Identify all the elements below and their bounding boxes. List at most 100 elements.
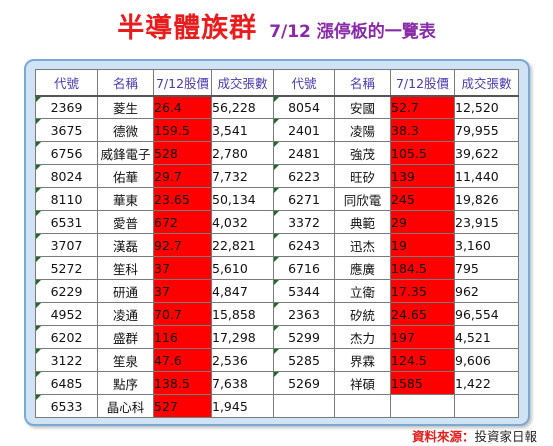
- trade-volume: 9,606: [454, 348, 519, 372]
- trade-volume: 795: [454, 256, 519, 280]
- close-price: 197: [390, 325, 455, 349]
- table-row: 6202 盛群 116 17,298 5299 杰力 197 4,521: [35, 325, 519, 349]
- stock-name: 菱生: [97, 95, 154, 119]
- table-row: 4952 凌通 70.7 15,858 2363 矽統 24.65 96,554: [35, 302, 519, 326]
- stock-code: 2369: [35, 95, 98, 119]
- close-price: 528: [153, 141, 212, 165]
- trade-volume: 7,638: [211, 371, 274, 395]
- stock-name: 點序: [97, 371, 154, 395]
- stock-name: 安國: [334, 95, 391, 119]
- table-header-row: 代號 名稱 7/12股價 成交張數 代號 名稱 7/12股價 成交張數: [35, 69, 519, 97]
- title-main: 半導體族群: [117, 13, 258, 44]
- table-row: 3675 德微 159.5 3,541 2401 凌陽 38.3 79,955: [35, 118, 519, 142]
- close-price: 124.5: [390, 348, 455, 372]
- trade-volume: 23,915: [454, 210, 519, 234]
- stock-code: 6271: [273, 187, 335, 211]
- table-row: 6485 點序 138.5 7,638 5269 祥碩 1585 1,422: [35, 371, 519, 395]
- stock-name: 凌通: [97, 302, 154, 326]
- trade-volume: 17,298: [211, 325, 274, 349]
- stock-code: 5272: [35, 256, 98, 280]
- stock-name: 祥碩: [334, 371, 391, 395]
- close-price: 47.6: [153, 348, 212, 372]
- close-price: 37: [153, 279, 212, 303]
- close-price: 26.4: [153, 95, 212, 119]
- stock-name: 矽統: [334, 302, 391, 326]
- close-price: 24.65: [390, 302, 455, 326]
- stock-name: 笙科: [97, 256, 154, 280]
- table-row: 6756 威鋒電子 528 2,780 2481 強茂 105.5 39,622: [35, 141, 519, 165]
- stock-code: 2363: [273, 302, 335, 326]
- table-row: 3122 笙泉 47.6 2,536 5285 界霖 124.5 9,606: [35, 348, 519, 372]
- stock-code: 6533: [35, 394, 98, 418]
- title-subtitle: 7/12 漲停板的一覽表: [269, 22, 436, 42]
- header-price: 7/12股價: [153, 69, 212, 97]
- header-name: 名稱: [97, 69, 154, 97]
- source-separator: ：: [461, 429, 475, 444]
- stock-name: 研通: [97, 279, 154, 303]
- trade-volume: 1,422: [454, 371, 519, 395]
- close-price: 38.3: [390, 118, 455, 142]
- source-note: 資料來源：投資家日報: [412, 426, 537, 445]
- stock-name: 界霖: [334, 348, 391, 372]
- table-row: 6229 研通 37 4,847 5344 立衛 17.35 962: [35, 279, 519, 303]
- stock-name: 華東: [97, 187, 154, 211]
- source-label: 資料來源: [411, 429, 462, 444]
- close-price: 23.65: [153, 187, 212, 211]
- stock-code: 8024: [35, 164, 98, 188]
- close-price: 245: [390, 187, 455, 211]
- header-code: 代號: [273, 69, 335, 97]
- stock-code: 6531: [35, 210, 98, 234]
- stock-name: 佑華: [97, 164, 154, 188]
- stock-code: 3372: [273, 210, 335, 234]
- stock-code: 6229: [35, 279, 98, 303]
- stock-code: 5299: [273, 325, 335, 349]
- header-volume: 成交張數: [211, 69, 274, 97]
- close-price: 672: [153, 210, 212, 234]
- stock-code: 2401: [273, 118, 335, 142]
- close-price: 37: [153, 256, 212, 280]
- close-price: 70.7: [153, 302, 212, 326]
- stock-code: 6756: [35, 141, 98, 165]
- stock-name: 同欣電: [334, 187, 391, 211]
- stock-code: 6202: [35, 325, 98, 349]
- trade-volume: 4,521: [454, 325, 519, 349]
- close-price: 138.5: [153, 371, 212, 395]
- stock-code: 4952: [35, 302, 98, 326]
- stock-name: 典範: [334, 210, 391, 234]
- stock-code: 6716: [273, 256, 335, 280]
- stock-name: 強茂: [334, 141, 391, 165]
- stock-name: 漢磊: [97, 233, 154, 257]
- stock-code: 6243: [273, 233, 335, 257]
- trade-volume: 11,440: [454, 164, 519, 188]
- stock-name: 笙泉: [97, 348, 154, 372]
- empty-cell: [273, 394, 335, 418]
- table-row: 6533 晶心科 527 1,945: [35, 394, 519, 418]
- table-row: 5272 笙科 37 5,610 6716 應廣 184.5 795: [35, 256, 519, 280]
- stock-table: 代號 名稱 7/12股價 成交張數 代號 名稱 7/12股價 成交張數 2369…: [35, 69, 519, 418]
- close-price: 139: [390, 164, 455, 188]
- header-price: 7/12股價: [390, 69, 455, 97]
- close-price: 184.5: [390, 256, 455, 280]
- trade-volume: 4,847: [211, 279, 274, 303]
- header-volume: 成交張數: [454, 69, 519, 97]
- empty-cell: [334, 394, 391, 418]
- stock-code: 8054: [273, 95, 335, 119]
- trade-volume: 962: [454, 279, 519, 303]
- close-price: 92.7: [153, 233, 212, 257]
- close-price: 1585: [390, 371, 455, 395]
- stock-name: 愛普: [97, 210, 154, 234]
- stock-name: 凌陽: [334, 118, 391, 142]
- page-title: 半導體族群 7/12 漲停板的一覽表: [0, 6, 553, 50]
- close-price: 29.7: [153, 164, 212, 188]
- trade-volume: 12,520: [454, 95, 519, 119]
- table-row: 3707 漢磊 92.7 22,821 6243 迅杰 19 3,160: [35, 233, 519, 257]
- close-price: 116: [153, 325, 212, 349]
- close-price: 29: [390, 210, 455, 234]
- header-code: 代號: [35, 69, 98, 97]
- table-row: 8024 佑華 29.7 7,732 6223 旺矽 139 11,440: [35, 164, 519, 188]
- trade-volume: 2,536: [211, 348, 274, 372]
- table-panel: 代號 名稱 7/12股價 成交張數 代號 名稱 7/12股價 成交張數 2369…: [24, 59, 530, 426]
- stock-code: 6223: [273, 164, 335, 188]
- stock-name: 盛群: [97, 325, 154, 349]
- trade-volume: 5,610: [211, 256, 274, 280]
